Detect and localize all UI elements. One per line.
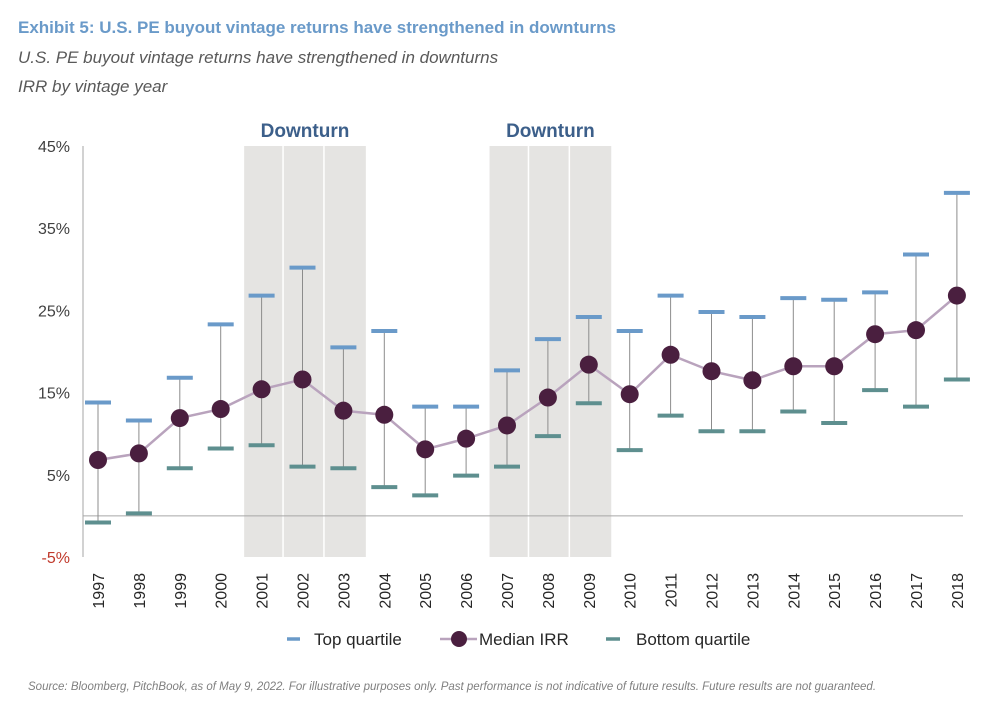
median-irr-point [743, 371, 762, 390]
x-tick-label: 2008 [541, 573, 558, 609]
x-tick-label: 2013 [745, 573, 762, 609]
median-irr-point [907, 321, 925, 340]
y-tick-label: -5% [42, 550, 70, 567]
x-tick-label: 1999 [173, 573, 190, 609]
median-irr-point [784, 357, 803, 376]
source-note: Source: Bloomberg, PitchBook, as of May … [28, 681, 877, 693]
legend-bottom-quartile-label: Bottom quartile [636, 630, 750, 649]
downturn-band [244, 146, 366, 557]
median-irr-point [866, 325, 885, 344]
median-irr-point [579, 355, 598, 374]
median-irr-point [375, 405, 394, 424]
x-tick-label: 2010 [623, 573, 640, 609]
y-tick-label: 35% [38, 221, 70, 238]
median-irr-point [457, 429, 476, 448]
median-irr-point [334, 401, 353, 420]
median-irr-point [211, 400, 230, 419]
x-tick-label: 2017 [909, 573, 926, 609]
x-tick-label: 2009 [582, 573, 599, 609]
x-tick-label: 2016 [868, 573, 885, 609]
x-tick-label: 2014 [786, 573, 803, 609]
legend-top-quartile-label: Top quartile [314, 630, 402, 649]
legend-median-label: Median IRR [479, 630, 569, 649]
x-tick-label: 2011 [664, 573, 681, 608]
x-tick-label: 2012 [705, 573, 722, 609]
median-irr-point [170, 409, 189, 428]
median-irr-point [498, 416, 516, 435]
x-tick-label: 2018 [950, 573, 967, 609]
downturn-label: Downturn [506, 121, 595, 142]
median-irr-point [620, 385, 639, 404]
x-tick-label: 2006 [459, 573, 476, 609]
y-tick-label: 45% [38, 139, 70, 156]
median-irr-point [825, 357, 844, 376]
median-irr-point [416, 440, 435, 459]
legend-median-point-swatch [451, 631, 467, 647]
x-tick-label: 2004 [377, 573, 394, 609]
x-tick-label: 2000 [214, 573, 231, 609]
median-irr-line [97, 294, 958, 462]
y-tick-label: 25% [38, 303, 70, 320]
x-tick-label: 2007 [500, 573, 517, 609]
x-tick-label: 2005 [418, 573, 435, 609]
y-tick-label: 15% [38, 386, 70, 403]
x-tick-label: 1997 [91, 573, 108, 609]
median-irr-point [702, 362, 721, 381]
median-irr-point [293, 370, 312, 389]
exhibit-title: Exhibit 5: U.S. PE buyout vintage return… [18, 18, 616, 37]
x-tick-label: 2003 [336, 573, 353, 609]
median-irr-point [252, 380, 271, 399]
median-irr-point [538, 388, 557, 407]
chart-subtitle: U.S. PE buyout vintage returns have stre… [18, 48, 499, 67]
x-tick-label: 1998 [132, 573, 149, 609]
chart-unit-subtitle: IRR by vintage year [18, 77, 168, 96]
x-tick-label: 2002 [296, 573, 313, 609]
x-tick-label: 2015 [827, 573, 844, 609]
x-tick-label: 2001 [255, 573, 272, 609]
y-tick-label: 5% [47, 468, 70, 485]
downturn-band [489, 146, 612, 557]
median-irr-point [947, 286, 966, 305]
median-irr-point [129, 444, 148, 463]
irr-chart: Downturn Downturn 45% 35% 25% 15% 5% -5% 1997 199… [38, 121, 970, 649]
downturn-label: Downturn [261, 121, 350, 142]
median-irr-point [89, 451, 107, 470]
median-irr-point [661, 345, 680, 364]
